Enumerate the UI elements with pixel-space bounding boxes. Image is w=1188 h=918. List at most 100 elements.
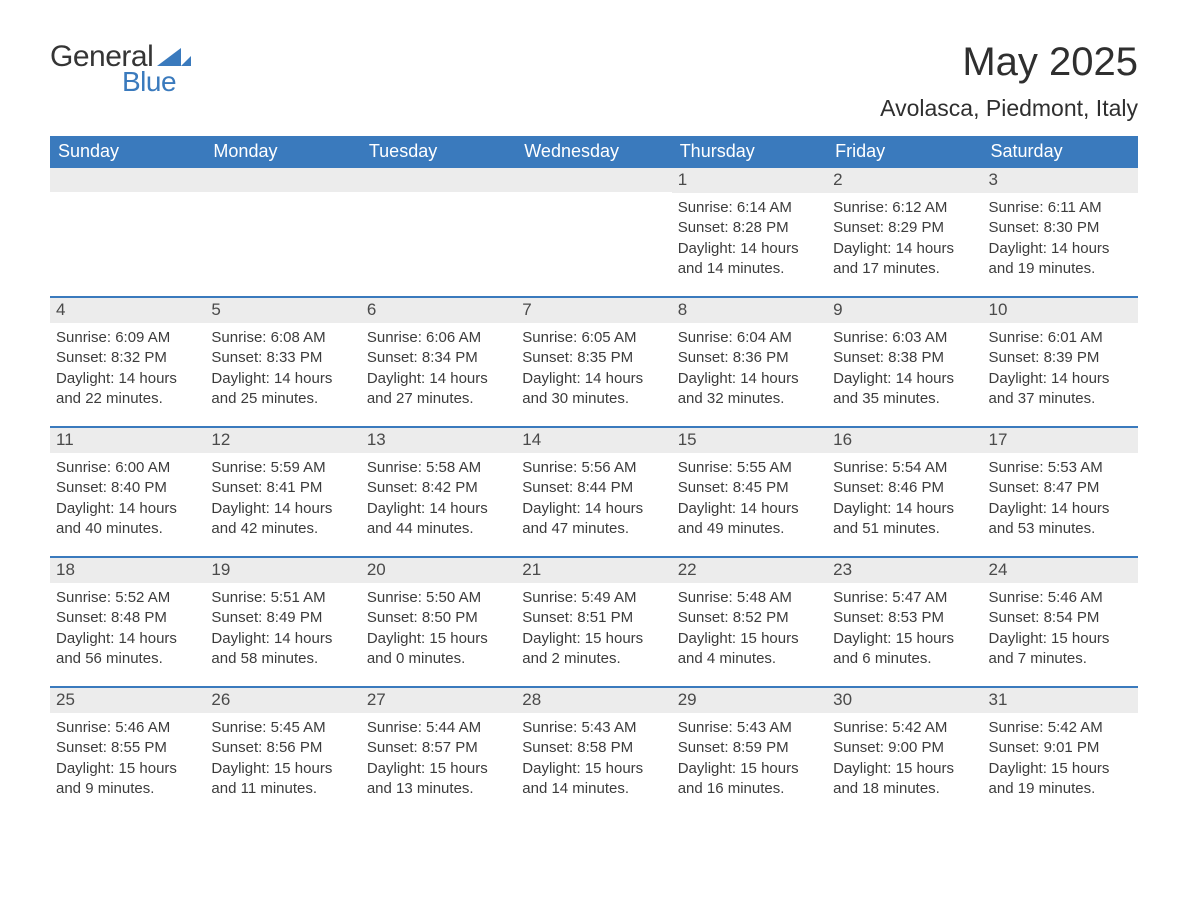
day-cell: 5Sunrise: 6:08 AMSunset: 8:33 PMDaylight… [205,298,360,426]
day-info-line: and 32 minutes. [678,389,821,409]
day-body: Sunrise: 5:48 AMSunset: 8:52 PMDaylight:… [672,583,827,677]
day-info-line: and 19 minutes. [989,259,1132,279]
day-info-line: Daylight: 15 hours [989,629,1132,649]
day-body: Sunrise: 5:49 AMSunset: 8:51 PMDaylight:… [516,583,671,677]
day-info-line: and 49 minutes. [678,519,821,539]
day-number: 18 [50,558,205,583]
day-info-line: Daylight: 14 hours [522,369,665,389]
day-info-line: Sunset: 8:38 PM [833,348,976,368]
week-row: 18Sunrise: 5:52 AMSunset: 8:48 PMDayligh… [50,556,1138,686]
day-info-line: Daylight: 15 hours [211,759,354,779]
day-number: 6 [361,298,516,323]
day-body [205,192,360,205]
day-number: 7 [516,298,671,323]
day-info-line: Sunrise: 5:47 AM [833,588,976,608]
day-info-line: Daylight: 15 hours [56,759,199,779]
day-info-line: Sunrise: 5:45 AM [211,718,354,738]
day-cell: 9Sunrise: 6:03 AMSunset: 8:38 PMDaylight… [827,298,982,426]
weeks-container: 1Sunrise: 6:14 AMSunset: 8:28 PMDaylight… [50,168,1138,816]
day-info-line: and 37 minutes. [989,389,1132,409]
day-body: Sunrise: 5:45 AMSunset: 8:56 PMDaylight:… [205,713,360,807]
day-number [50,168,205,192]
weekday-header: Tuesday [361,136,516,168]
day-cell: 23Sunrise: 5:47 AMSunset: 8:53 PMDayligh… [827,558,982,686]
day-info-line: Sunrise: 5:55 AM [678,458,821,478]
day-info-line: Daylight: 15 hours [678,629,821,649]
day-number: 16 [827,428,982,453]
day-info-line: Sunset: 8:28 PM [678,218,821,238]
day-info-line: Sunrise: 5:46 AM [989,588,1132,608]
day-info-line: and 4 minutes. [678,649,821,669]
day-body: Sunrise: 6:09 AMSunset: 8:32 PMDaylight:… [50,323,205,417]
day-cell: 8Sunrise: 6:04 AMSunset: 8:36 PMDaylight… [672,298,827,426]
day-info-line: and 51 minutes. [833,519,976,539]
day-cell [516,168,671,296]
day-info-line: Daylight: 14 hours [833,239,976,259]
day-number: 10 [983,298,1138,323]
day-info-line: Sunrise: 6:05 AM [522,328,665,348]
day-info-line: Daylight: 15 hours [833,759,976,779]
day-info-line: Sunset: 9:01 PM [989,738,1132,758]
day-info-line: and 47 minutes. [522,519,665,539]
day-cell: 24Sunrise: 5:46 AMSunset: 8:54 PMDayligh… [983,558,1138,686]
day-body: Sunrise: 5:58 AMSunset: 8:42 PMDaylight:… [361,453,516,547]
day-info-line: Sunset: 8:35 PM [522,348,665,368]
day-cell: 16Sunrise: 5:54 AMSunset: 8:46 PMDayligh… [827,428,982,556]
day-number: 20 [361,558,516,583]
day-info-line: and 13 minutes. [367,779,510,799]
day-number: 9 [827,298,982,323]
weekday-header: Friday [827,136,982,168]
day-info-line: Sunset: 8:34 PM [367,348,510,368]
day-body: Sunrise: 5:43 AMSunset: 8:59 PMDaylight:… [672,713,827,807]
day-cell: 7 Sunrise: 6:05 AMSunset: 8:35 PMDaylight… [516,298,671,426]
day-info-line: Daylight: 14 hours [56,629,199,649]
day-info-line: Sunset: 8:58 PM [522,738,665,758]
day-cell: 10Sunrise: 6:01 AMSunset: 8:39 PMDayligh… [983,298,1138,426]
day-info-line: Sunset: 8:47 PM [989,478,1132,498]
day-body: Sunrise: 6:04 AMSunset: 8:36 PMDaylight:… [672,323,827,417]
day-info-line: Sunrise: 5:59 AM [211,458,354,478]
day-info-line: Sunset: 8:41 PM [211,478,354,498]
day-body: Sunrise: 5:42 AMSunset: 9:01 PMDaylight:… [983,713,1138,807]
day-cell: 31Sunrise: 5:42 AMSunset: 9:01 PMDayligh… [983,688,1138,816]
day-info-line: Sunrise: 6:08 AM [211,328,354,348]
day-body [516,192,671,205]
day-number: 26 [205,688,360,713]
day-cell: 29Sunrise: 5:43 AMSunset: 8:59 PMDayligh… [672,688,827,816]
weekday-header: Thursday [672,136,827,168]
day-info-line: and 58 minutes. [211,649,354,669]
day-cell: 26Sunrise: 5:45 AMSunset: 8:56 PMDayligh… [205,688,360,816]
weekday-header-row: Sunday Monday Tuesday Wednesday Thursday… [50,136,1138,168]
day-info-line: Sunrise: 5:44 AM [367,718,510,738]
day-info-line: Sunrise: 5:42 AM [989,718,1132,738]
weekday-header: Monday [205,136,360,168]
day-number: 25 [50,688,205,713]
header-bar: General Blue May 2025 Avolasca, Piedmont… [50,40,1138,132]
day-info-line: Sunrise: 6:06 AM [367,328,510,348]
day-number: 24 [983,558,1138,583]
day-body [50,192,205,205]
week-row: 25Sunrise: 5:46 AMSunset: 8:55 PMDayligh… [50,686,1138,816]
day-info-line: Sunrise: 6:04 AM [678,328,821,348]
day-info-line: and 18 minutes. [833,779,976,799]
day-body: Sunrise: 5:43 AMSunset: 8:58 PMDaylight:… [516,713,671,807]
day-body: Sunrise: 5:56 AMSunset: 8:44 PMDaylight:… [516,453,671,547]
day-info-line: Daylight: 14 hours [833,499,976,519]
day-info-line: Sunrise: 6:09 AM [56,328,199,348]
weekday-header: Saturday [983,136,1138,168]
day-info-line: and 16 minutes. [678,779,821,799]
day-info-line: and 14 minutes. [522,779,665,799]
day-info-line: Daylight: 14 hours [833,369,976,389]
day-number: 19 [205,558,360,583]
day-body [361,192,516,205]
day-cell: 17Sunrise: 5:53 AMSunset: 8:47 PMDayligh… [983,428,1138,556]
day-info-line: Sunrise: 5:53 AM [989,458,1132,478]
day-body: Sunrise: 6:01 AMSunset: 8:39 PMDaylight:… [983,323,1138,417]
day-info-line: Sunrise: 5:48 AM [678,588,821,608]
day-number: 13 [361,428,516,453]
day-info-line: Daylight: 14 hours [678,239,821,259]
day-cell: 4Sunrise: 6:09 AMSunset: 8:32 PMDaylight… [50,298,205,426]
day-info-line: Sunset: 8:44 PM [522,478,665,498]
day-cell: 2Sunrise: 6:12 AMSunset: 8:29 PMDaylight… [827,168,982,296]
day-info-line: Sunset: 8:42 PM [367,478,510,498]
